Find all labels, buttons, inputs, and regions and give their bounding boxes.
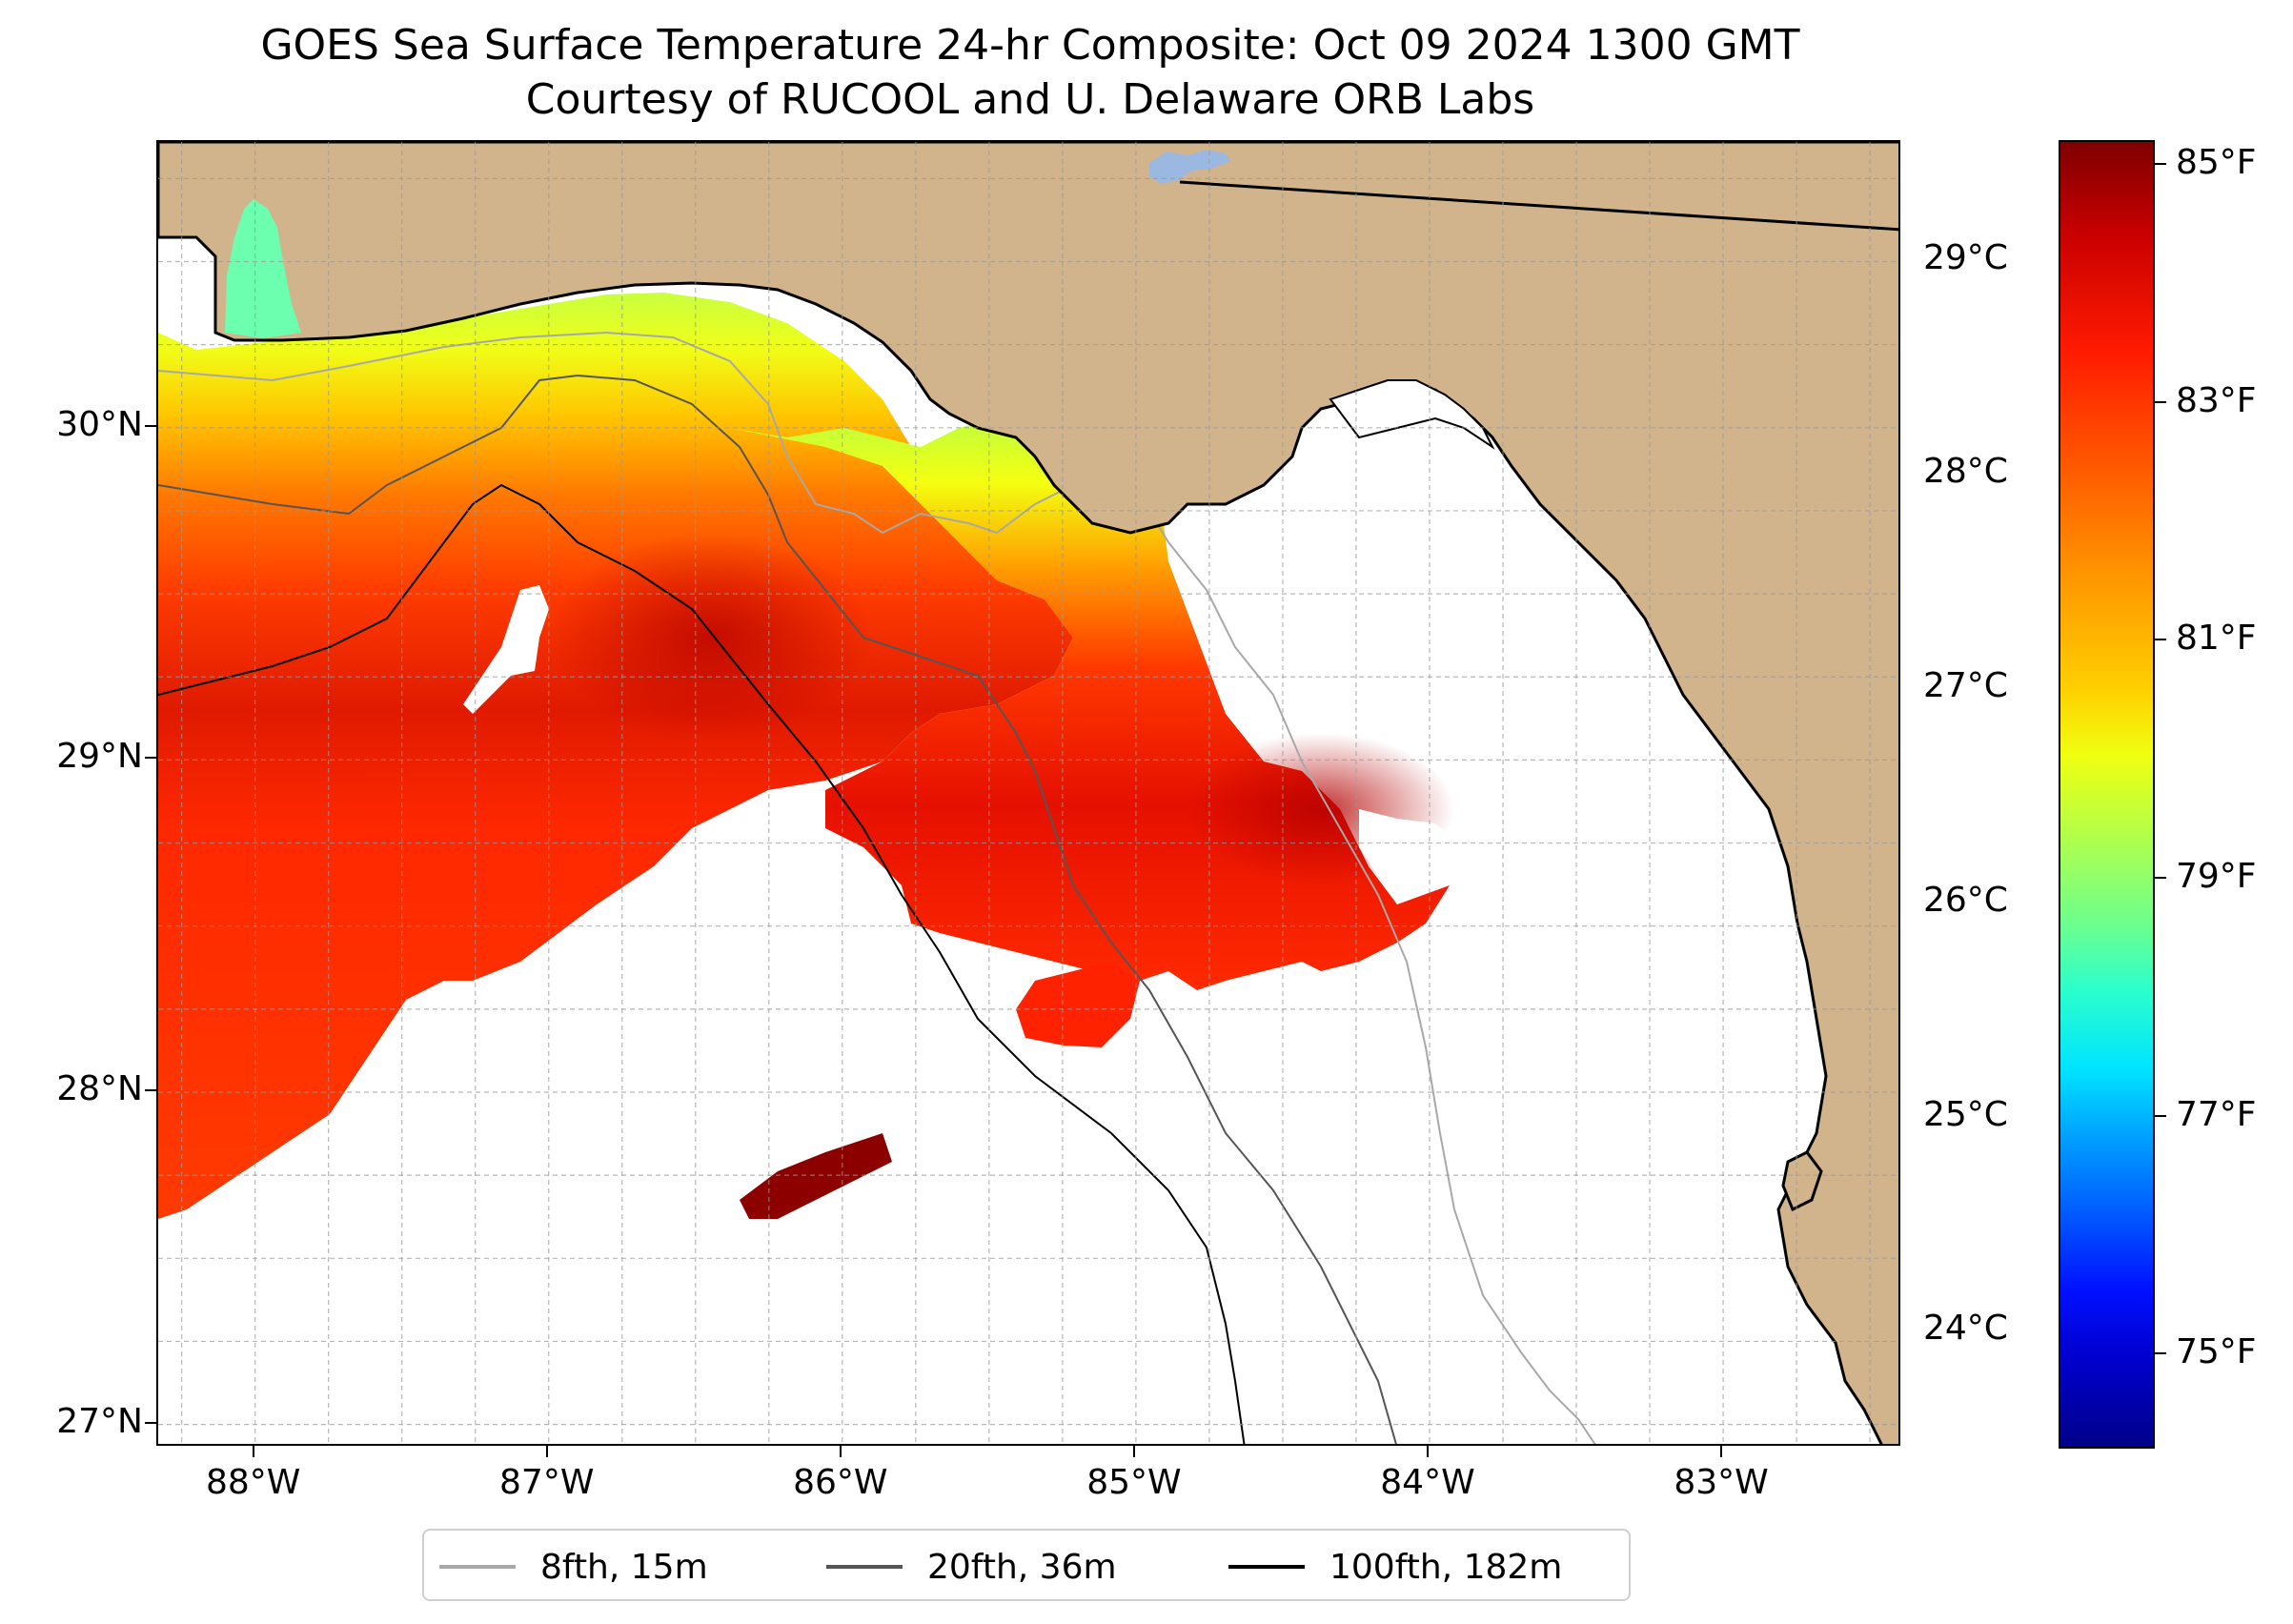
colorbar-tick-f — [2155, 876, 2166, 879]
coastal-island — [1781, 1150, 1823, 1212]
colorbar-label-f: 83°F — [2176, 380, 2257, 420]
colorbar-tick-f — [2155, 1114, 2166, 1117]
lat-tick-mark — [145, 757, 156, 760]
colorbar-label-c: 26°C — [1923, 880, 2008, 920]
isobath-100fth — [158, 483, 1246, 1444]
legend-item: 100fth, 182m — [1228, 1531, 1562, 1603]
lon-tick-mark — [545, 1446, 548, 1457]
lon-tick-label: 85°W — [1086, 1463, 1182, 1502]
lon-tick-mark — [1132, 1446, 1135, 1457]
lat-tick-mark — [145, 424, 156, 427]
legend-label: 100fth, 182m — [1329, 1547, 1563, 1587]
temperature-colorbar — [2059, 140, 2155, 1449]
colorbar-label-c: 27°C — [1923, 666, 2008, 706]
lon-tick-mark — [252, 1446, 254, 1457]
map-panel — [156, 140, 1900, 1446]
lat-tick-label: 30°N — [56, 404, 143, 444]
colorbar-label-c: 28°C — [1923, 452, 2008, 492]
lon-tick-label: 87°W — [499, 1463, 595, 1502]
colorbar-label-c: 29°C — [1923, 237, 2008, 277]
gridlines — [158, 142, 1898, 1444]
legend-line-20fth — [826, 1565, 903, 1569]
colorbar-label-c: 24°C — [1923, 1309, 2008, 1349]
colorbar-tick-f — [2155, 162, 2166, 165]
lon-tick-mark — [839, 1446, 842, 1457]
lon-tick-label: 88°W — [205, 1463, 301, 1502]
colorbar-tick-f — [2155, 639, 2166, 641]
lat-tick-mark — [145, 1421, 156, 1424]
colorbar-tick-f — [2155, 1352, 2166, 1355]
warm-core-west — [549, 533, 873, 742]
colorbar-label-f: 75°F — [2176, 1332, 2257, 1372]
colorbar-label-f: 77°F — [2176, 1094, 2257, 1134]
sst-patch-far-south — [740, 1133, 892, 1219]
isobath-legend: 8fth, 15m 20fth, 36m 100fth, 182m — [422, 1529, 1631, 1601]
legend-label: 8fth, 15m — [540, 1547, 708, 1587]
colorbar-label-f: 79°F — [2176, 856, 2257, 896]
colorbar-tick-f — [2155, 400, 2166, 403]
colorbar-label-c: 25°C — [1923, 1094, 2008, 1134]
mobile-bay — [225, 199, 301, 338]
sst-field-west — [158, 293, 1073, 1219]
colorbar-label-f: 85°F — [2176, 142, 2257, 182]
chart-title: GOES Sea Surface Temperature 24-hr Compo… — [260, 21, 1800, 70]
inland-lake — [1149, 150, 1230, 184]
land-north-coast — [158, 142, 1898, 1444]
chart-subtitle: Courtesy of RUCOOL and U. Delaware ORB L… — [525, 75, 1535, 124]
lat-tick-label: 29°N — [56, 737, 143, 777]
lon-tick-label: 84°W — [1380, 1463, 1475, 1502]
isobath-20fth — [158, 374, 1397, 1444]
lat-tick-label: 27°N — [56, 1401, 143, 1441]
state-border — [1179, 180, 1898, 232]
legend-line-100fth — [1228, 1565, 1305, 1569]
lat-tick-mark — [145, 1088, 156, 1091]
legend-item: 8fth, 15m — [439, 1531, 708, 1603]
legend-item: 20fth, 36m — [826, 1531, 1117, 1603]
lon-tick-label: 86°W — [793, 1463, 888, 1502]
legend-line-8fth — [439, 1565, 516, 1569]
cloud-gap — [1359, 809, 1454, 904]
lat-tick-label: 28°N — [56, 1068, 143, 1108]
colorbar-label-f: 81°F — [2176, 619, 2257, 659]
legend-label: 20fth, 36m — [927, 1547, 1117, 1587]
cloud-gap — [463, 585, 549, 714]
sst-patch-south — [1016, 962, 1140, 1047]
lon-tick-mark — [1426, 1446, 1429, 1457]
lon-tick-mark — [1720, 1446, 1723, 1457]
lon-tick-label: 83°W — [1674, 1463, 1769, 1502]
